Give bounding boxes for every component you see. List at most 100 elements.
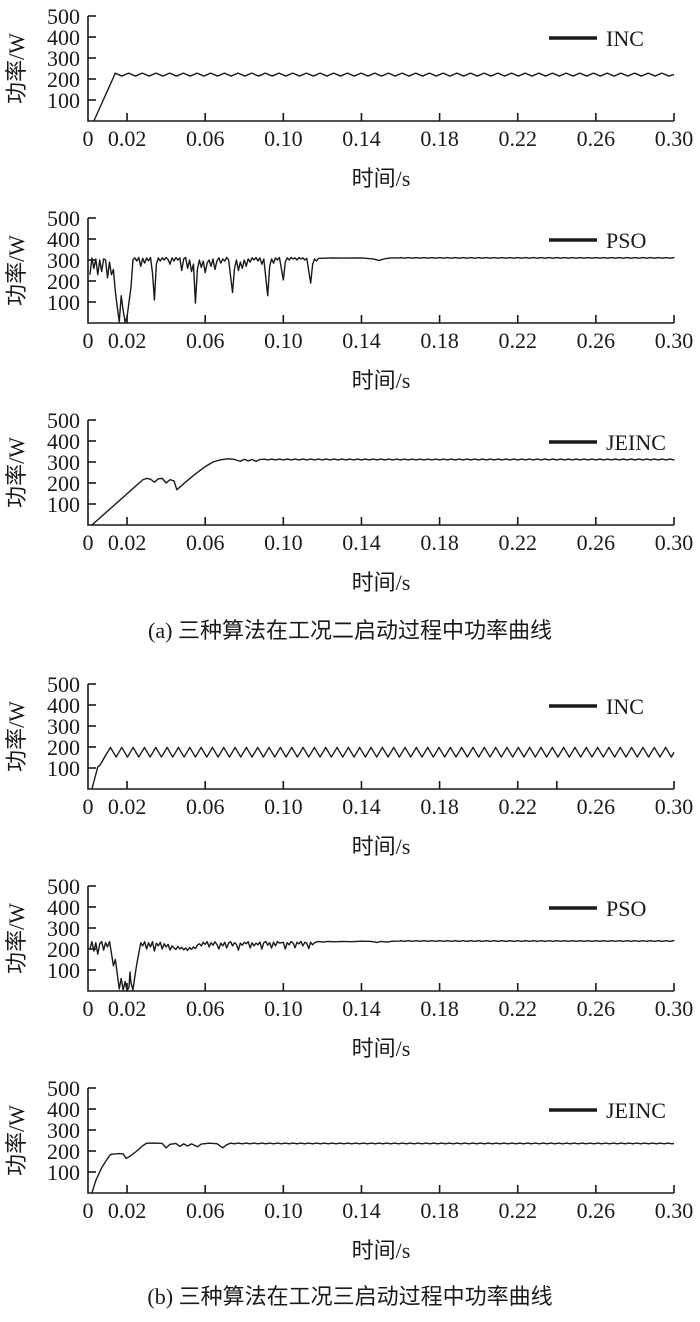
y-tick-label: 500 [47,874,80,899]
x-tick-label: 0 [83,530,94,555]
x-tick-label: 0.30 [655,530,694,555]
y-tick-label: 100 [47,492,80,517]
y-tick-label: 200 [47,471,80,496]
x-tick-label: 0.26 [577,1198,616,1223]
y-tick-label: 500 [47,408,80,433]
x-tick-label: 0.10 [264,126,303,151]
x-tick-label: 0.30 [655,996,694,1021]
y-axis-title: 功率/W [4,437,29,508]
y-tick-label: 200 [47,1139,80,1164]
x-tick-label: 0 [83,126,94,151]
x-tick-label: 0.22 [498,530,537,555]
x-tick-label: 0.06 [186,794,225,819]
x-tick-label: 0.10 [264,1198,303,1223]
x-axis-title: 时间/s [352,834,411,859]
x-axis-title: 时间/s [352,1238,411,1263]
x-tick-label: 0.18 [420,1198,459,1223]
x-axis-title: 时间/s [352,166,411,191]
x-tick-label: 0.30 [655,794,694,819]
x-tick-label: 0.02 [108,126,147,151]
y-tick-label: 200 [47,735,80,760]
y-tick-label: 200 [47,67,80,92]
x-tick-label: 0.26 [577,996,616,1021]
x-tick-label: 0.18 [420,794,459,819]
x-tick-label: 0.30 [655,328,694,353]
y-tick-label: 300 [47,714,80,739]
x-tick-label: 0.30 [655,126,694,151]
x-tick-label: 0 [83,794,94,819]
y-axis-title: 功率/W [4,33,29,104]
legend-label: JEINC [606,1098,666,1123]
y-axis-title: 功率/W [4,701,29,772]
x-tick-label: 0.14 [342,328,381,353]
y-tick-label: 300 [47,450,80,475]
y-tick-label: 400 [47,895,80,920]
curve-JEINC [91,458,675,526]
chart-b-pso: 100 200 300 400 500 0 0.02 0.06 0.10 0.14 0.18 0.22… [0,870,700,1072]
x-tick-label: 0.26 [577,794,616,819]
x-tick-label: 0.26 [577,126,616,151]
y-tick-label: 200 [47,269,80,294]
x-tick-label: 0.06 [186,328,225,353]
x-tick-label: 0.02 [108,996,147,1021]
y-tick-label: 100 [47,958,80,983]
x-tick-label: 0 [83,1198,94,1223]
chart-b-inc: 100 200 300 400 500 0 0.02 0.06 0.10 0.14 0.18 0.22… [0,668,700,870]
axes [87,684,674,790]
x-tick-label: 0.10 [264,530,303,555]
x-tick-label: 0.14 [342,996,381,1021]
y-tick-label: 300 [47,916,80,941]
chart-b-jeinc: 100 200 300 400 500 0 0.02 0.06 0.10 0.14 0.18 0.22… [0,1072,700,1274]
x-tick-label: 0.06 [186,1198,225,1223]
caption-a: (a) 三种算法在工况二启动过程中功率曲线 [148,618,552,643]
y-tick-label: 500 [47,1076,80,1101]
chart-a-jeinc: 100 200 300 400 500 0 0.02 0.06 0.10 0.14 0.18 0.22… [0,404,700,606]
y-tick-label: 500 [47,206,80,231]
x-tick-label: 0 [83,328,94,353]
x-tick-label: 0.14 [342,126,381,151]
chart-a-pso: 100 200 300 400 500 0 0.02 0.06 0.10 0.14 0.18 0.22… [0,202,700,404]
y-tick-label: 300 [47,1118,80,1143]
axes [87,218,674,324]
x-axis-title: 时间/s [352,368,411,393]
x-tick-label: 0.22 [498,1198,537,1223]
y-tick-label: 100 [47,1160,80,1185]
axes [87,886,674,992]
y-tick-label: 400 [47,25,80,50]
y-tick-label: 300 [47,248,80,273]
y-tick-label: 300 [47,46,80,71]
x-tick-label: 0.06 [186,530,225,555]
x-tick-label: 0.18 [420,328,459,353]
curve-PSO [89,940,675,992]
x-tick-label: 0.10 [264,996,303,1021]
x-tick-label: 0.18 [420,530,459,555]
x-tick-label: 0.26 [577,530,616,555]
x-tick-label: 0.22 [498,996,537,1021]
legend-label: INC [606,26,644,51]
y-tick-label: 400 [47,429,80,454]
y-tick-label: 400 [47,693,80,718]
legend-label: PSO [606,896,646,921]
y-axis-title: 功率/W [4,903,29,974]
x-tick-label: 0.06 [186,996,225,1021]
subfigure-a: 100 200 300 400 500 0 0.02 0.06 0.10 0.14 0.18 0.22… [0,4,700,643]
axes [87,1088,674,1194]
curve-JEINC [91,1142,675,1194]
legend-label: PSO [606,228,646,253]
x-tick-label: 0 [83,996,94,1021]
legend-label: INC [606,694,644,719]
subfigure-b: 100 200 300 400 500 0 0.02 0.06 0.10 0.14 0.18 0.22… [0,668,700,1322]
y-tick-label: 400 [47,227,80,252]
x-tick-label: 0.02 [108,794,147,819]
caption-b: (b) 三种算法在工况三启动过程中功率曲线 [147,1284,553,1309]
x-axis-title: 时间/s [352,570,411,595]
x-tick-label: 0.26 [577,328,616,353]
y-tick-label: 400 [47,1097,80,1122]
axes [87,420,674,526]
x-tick-label: 0.18 [420,996,459,1021]
y-tick-label: 500 [47,4,80,29]
x-tick-label: 0.06 [186,126,225,151]
x-tick-label: 0.10 [264,794,303,819]
